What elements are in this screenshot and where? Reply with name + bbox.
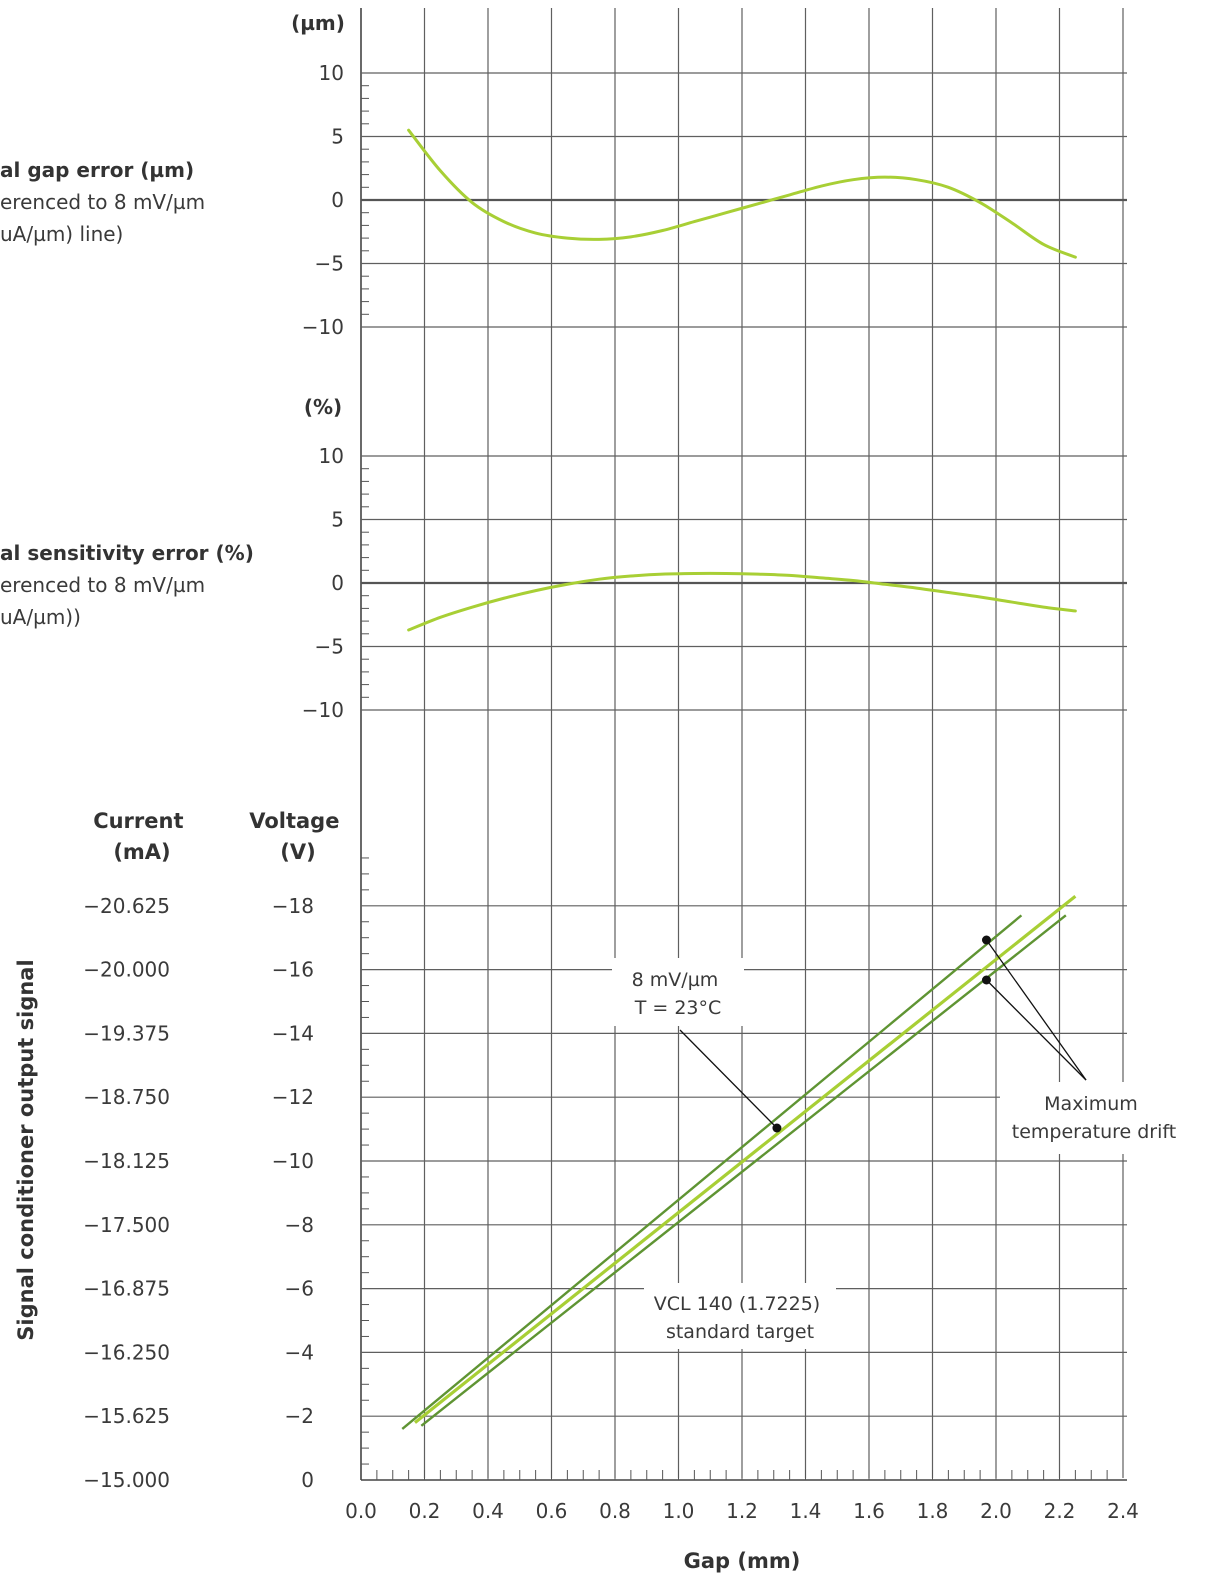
- top-unit-label: (µm): [291, 11, 345, 35]
- middle-panel-subtitle-2: uA/µm)): [0, 605, 81, 629]
- voltage-tick-label: −6: [285, 1277, 314, 1301]
- middle-panel-subtitle-1: erenced to 8 mV/µm: [0, 573, 205, 597]
- annotation-target: VCL 140 (1.7225) standard target: [654, 1293, 827, 1343]
- grid-layer: [360, 8, 1127, 1481]
- annotation-dot: [981, 935, 991, 945]
- current-header-line-2: (mA): [113, 840, 170, 864]
- current-tick-label: −15.000: [83, 1468, 170, 1492]
- bottom-series-line: [413, 894, 1077, 1424]
- annotation-drift: Maximum temperature drift: [1012, 1093, 1176, 1143]
- current-tick-label: −20.000: [83, 958, 170, 982]
- bottom-series-line: [401, 914, 1023, 1430]
- labels-layer: 10 5 0 −5 −10 10 5 0 −5 −10 −18 −20.625 −16 −20.000 −1…: [83, 61, 1139, 1523]
- y-tick-label: −10: [302, 315, 344, 339]
- top-panel-subtitle-1: erenced to 8 mV/µm: [0, 190, 205, 214]
- annotation-target-line-1: VCL 140 (1.7225): [654, 1293, 821, 1315]
- y-tick-label: −10: [302, 698, 344, 722]
- current-tick-label: −18.125: [83, 1149, 170, 1173]
- current-header-line-1: Current: [93, 809, 183, 833]
- zero-lines: [361, 198, 1127, 585]
- x-tick-label: 0.4: [472, 1499, 504, 1523]
- current-tick-label: −20.625: [83, 894, 170, 918]
- x-tick-label: 1.8: [917, 1499, 949, 1523]
- x-tick-label: 2.0: [980, 1499, 1012, 1523]
- middle_panel-curve: [407, 571, 1077, 632]
- x-tick-label: 1.2: [726, 1499, 758, 1523]
- y-tick-label: −5: [315, 252, 344, 276]
- annotation-sensitivity-line-2: T = 23°C: [634, 997, 722, 1019]
- annotation-box-target: [644, 1283, 836, 1349]
- current-tick-label: −18.750: [83, 1085, 170, 1109]
- voltage-tick-label: −2: [285, 1404, 314, 1428]
- top_panel-curve: [407, 128, 1077, 259]
- annotation-leader: [679, 1029, 778, 1129]
- y-axis-title: Signal conditioner output signal: [14, 959, 38, 1340]
- x-tick-label: 2.4: [1107, 1499, 1139, 1523]
- current-tick-label: −16.875: [83, 1277, 170, 1301]
- bottom-series-line: [420, 914, 1067, 1427]
- voltage-header: Voltage (V): [249, 809, 347, 864]
- x-tick-label: 0.2: [409, 1499, 441, 1523]
- middle-panel-title: al sensitivity error (%): [0, 541, 254, 565]
- voltage-tick-label: −16: [272, 958, 314, 982]
- voltage-tick-label: −14: [272, 1021, 314, 1045]
- annotation-box-sensitivity: [612, 958, 744, 1026]
- y-tick-label: 0: [331, 188, 344, 212]
- annotation-target-line-2: standard target: [666, 1321, 814, 1343]
- annotation-leader: [985, 939, 1087, 1081]
- voltage-header-line-2: (V): [280, 840, 315, 864]
- x-axis-title: Gap (mm): [684, 1549, 801, 1573]
- current-tick-label: −16.250: [83, 1340, 170, 1364]
- y-tick-label: 10: [319, 61, 344, 85]
- middle-unit-label: (%): [304, 395, 342, 419]
- annotation-drift-line-1: Maximum: [1044, 1093, 1138, 1115]
- x-tick-label: 1.6: [853, 1499, 885, 1523]
- voltage-tick-label: −4: [285, 1340, 314, 1364]
- x-tick-label: 0.8: [599, 1499, 631, 1523]
- top-panel-title: al gap error (µm): [0, 158, 194, 182]
- y-tick-label: 5: [331, 508, 344, 532]
- x-tick-label: 2.2: [1044, 1499, 1076, 1523]
- y-tick-label: 0: [331, 571, 344, 595]
- x-tick-label: 1.0: [663, 1499, 695, 1523]
- annotation-sensitivity: 8 mV/µm T = 23°C: [632, 969, 725, 1019]
- voltage-tick-label: −18: [272, 894, 314, 918]
- y-tick-label: 5: [331, 125, 344, 149]
- top-panel-subtitle-2: uA/µm) line): [0, 222, 123, 246]
- voltage-header-line-1: Voltage: [249, 809, 339, 833]
- current-tick-label: −19.375: [83, 1021, 170, 1045]
- annotation-dot: [981, 975, 991, 985]
- current-tick-label: −17.500: [83, 1213, 170, 1237]
- series-layer: [401, 128, 1077, 1430]
- annotation-leader: [986, 979, 1087, 1081]
- y-tick-label: 10: [319, 444, 344, 468]
- current-tick-label: −15.625: [83, 1404, 170, 1428]
- x-tick-label: 0.0: [345, 1499, 377, 1523]
- x-tick-label: 1.4: [790, 1499, 822, 1523]
- y-tick-label: −5: [315, 635, 344, 659]
- annotation-dot: [772, 1123, 782, 1133]
- current-header: Current (mA): [93, 809, 191, 864]
- x-tick-label: 0.6: [536, 1499, 568, 1523]
- voltage-tick-label: −12: [272, 1085, 314, 1109]
- annotation-box-drift: [1000, 1082, 1190, 1154]
- voltage-tick-label: −10: [272, 1149, 314, 1173]
- annotation-sensitivity-line-1: 8 mV/µm: [632, 969, 719, 991]
- voltage-tick-label: 0: [301, 1468, 314, 1492]
- annotation-drift-line-2: temperature drift: [1012, 1121, 1176, 1143]
- voltage-tick-label: −8: [285, 1213, 314, 1237]
